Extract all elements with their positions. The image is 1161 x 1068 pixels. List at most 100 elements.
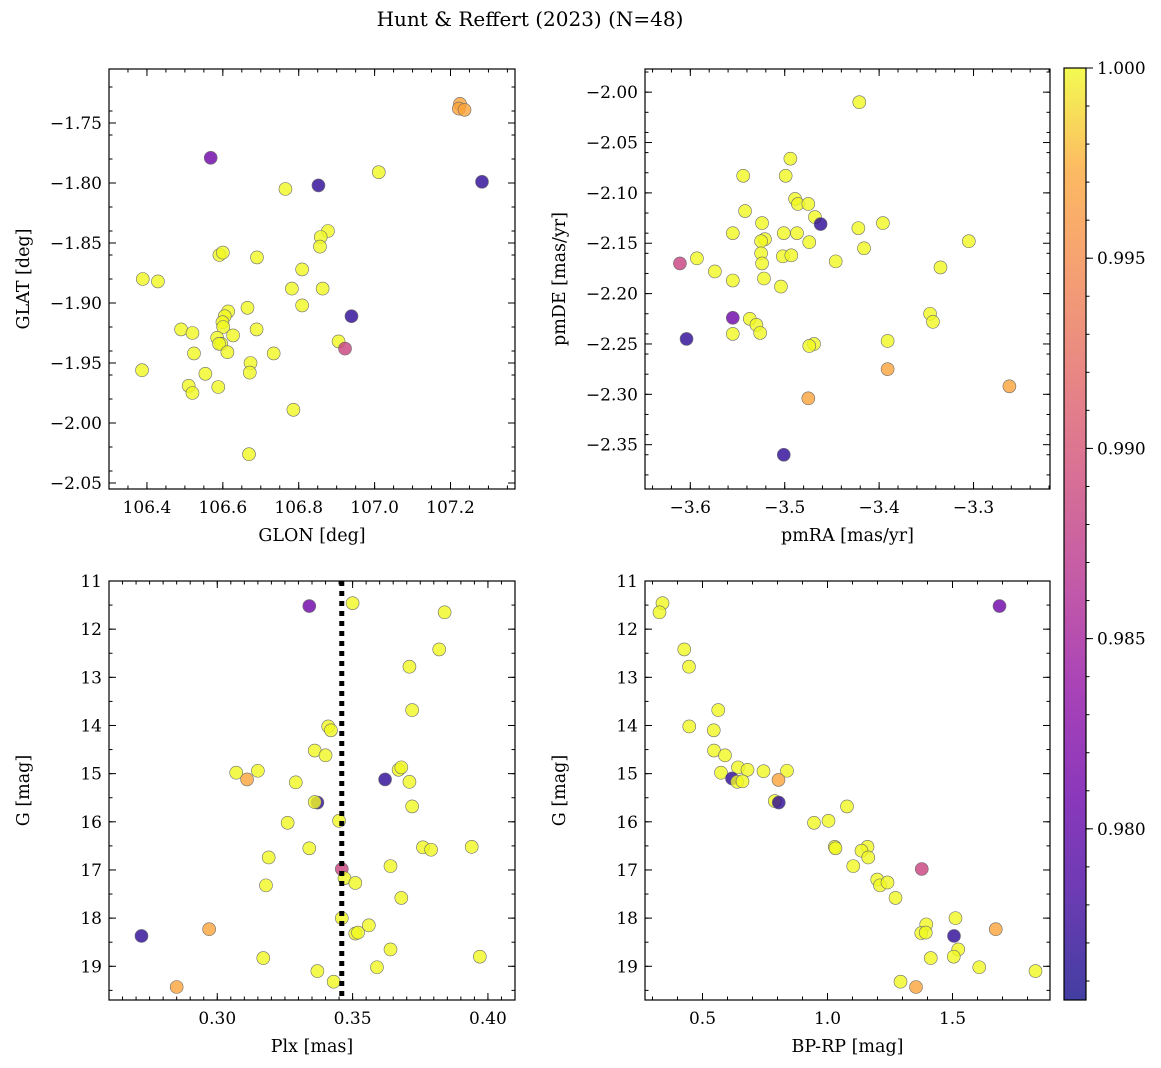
x-tick-label: 0.30 [198, 1009, 236, 1029]
data-point [718, 748, 732, 763]
data-point [202, 922, 216, 937]
data-point [402, 659, 417, 674]
data-point [240, 772, 254, 787]
data-point [259, 878, 273, 893]
y-tick-label: −1.80 [50, 174, 102, 194]
data-point [351, 925, 365, 940]
data-point [736, 168, 750, 183]
data-point [706, 723, 721, 738]
data-point [857, 241, 871, 256]
data-point [278, 182, 293, 196]
data-point [310, 964, 325, 978]
y-tick-label: 11 [616, 572, 638, 592]
y-tick-label: −2.00 [586, 83, 638, 103]
y-tick-label: 17 [80, 861, 102, 881]
data-point [315, 281, 330, 296]
data-point [261, 850, 276, 865]
data-point [828, 254, 843, 269]
data-point [923, 951, 938, 965]
data-point [1028, 964, 1043, 978]
colorbar-tick-label: 0.985 [1097, 630, 1146, 650]
x-tick-label: 107.0 [350, 498, 399, 518]
y-tick-label: 19 [80, 957, 102, 977]
y-tick-label: 18 [80, 909, 102, 929]
x-tick-label: 1.5 [939, 1009, 966, 1029]
data-point [295, 298, 309, 313]
data-point [307, 795, 322, 809]
data-point [784, 248, 799, 263]
data-point [821, 814, 836, 828]
data-point [135, 363, 149, 378]
y-tick-label: 12 [616, 620, 638, 640]
y-axis-label: GLAT [deg] [14, 229, 34, 330]
data-point [738, 204, 752, 218]
data-point [302, 841, 317, 856]
data-point [362, 918, 376, 933]
data-point [464, 840, 479, 854]
data-point [690, 251, 704, 266]
plot-frame [108, 68, 516, 490]
x-tick-label: −3.3 [953, 498, 994, 518]
data-point [756, 764, 771, 779]
data-point [251, 763, 265, 778]
data-point [725, 273, 740, 288]
data-point [216, 245, 230, 260]
data-point [776, 447, 791, 462]
data-point [851, 221, 866, 235]
y-tick-label: −2.05 [586, 134, 638, 154]
x-tick-label: 0.40 [469, 1009, 507, 1029]
data-point [947, 929, 961, 943]
data-point [673, 256, 687, 271]
x-tick-label: −3.5 [764, 498, 805, 518]
data-point [250, 250, 264, 265]
data-point [755, 216, 769, 230]
y-axis-label: G [mag] [550, 755, 570, 826]
data-point [852, 95, 867, 110]
plot-frame [644, 580, 1051, 1001]
data-point [725, 310, 740, 325]
data-point [229, 765, 244, 780]
y-tick-label: −1.95 [50, 354, 102, 374]
data-point [402, 775, 417, 789]
data-point [151, 274, 165, 289]
data-point [211, 380, 226, 394]
data-point [169, 980, 184, 994]
data-point [725, 226, 740, 240]
data-point [933, 260, 948, 275]
y-tick-label: 16 [616, 813, 638, 833]
panel-glon-glat: 106.4 106.6 106.8 107.0 107.2 −1.75 −1.80 −1.85… [14, 68, 516, 546]
data-point [242, 365, 257, 380]
data-point [677, 642, 692, 657]
data-point [295, 262, 309, 277]
x-axis-label: pmRA [mas/yr] [781, 526, 914, 546]
panel-bprp-g: 0.5 1.0 1.5 11 12 13 14 15 16 17 18 19 BP-RP [mag] G … [550, 572, 1051, 1057]
x-axis-label: BP-RP [mag] [792, 1037, 904, 1057]
data-point [338, 341, 352, 356]
data-point [946, 949, 961, 964]
data-point [948, 911, 963, 925]
data-point [926, 315, 940, 329]
data-point [424, 842, 438, 857]
y-tick-label: 12 [80, 620, 102, 640]
data-point [682, 719, 697, 734]
data-point [802, 235, 817, 250]
y-tick-label: −2.00 [50, 414, 102, 434]
data-point [432, 642, 447, 657]
data-point [652, 605, 667, 620]
y-tick-label: 18 [616, 909, 638, 929]
y-tick-label: 13 [616, 668, 638, 688]
y-tick-label: 15 [616, 765, 638, 785]
y-tick-label: −1.85 [50, 234, 102, 254]
data-point [311, 178, 326, 193]
y-tick-label: 19 [616, 957, 638, 977]
data-point [909, 980, 923, 994]
data-point [740, 762, 755, 777]
data-point [256, 951, 271, 965]
data-point [801, 391, 816, 406]
data-point [888, 891, 903, 905]
data-point [914, 862, 929, 876]
y-tick-label: −2.20 [586, 285, 638, 305]
data-point [880, 362, 895, 376]
colorbar-tick-label: 0.980 [1097, 820, 1146, 840]
y-tick-label: 17 [616, 861, 638, 881]
